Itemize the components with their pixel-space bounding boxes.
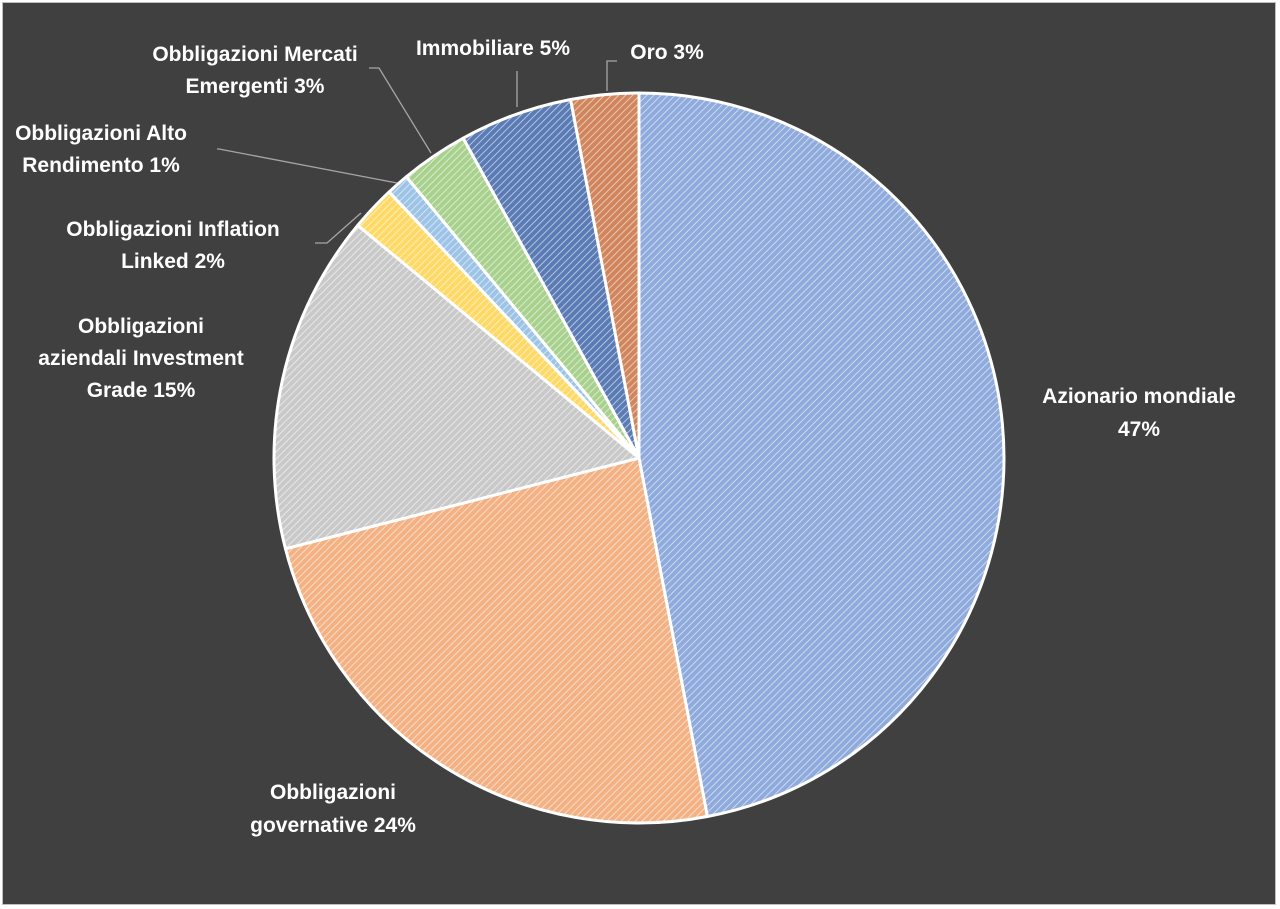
slice-label-azionario-mondiale: Azionario mondiale 47% <box>1042 385 1236 441</box>
slice-label-obbligazioni-mercati-emergenti: Obbligazioni Mercati Emergenti 3% <box>152 43 357 98</box>
leader-lines <box>217 60 617 244</box>
leader-line-obbligazioni-alto-rendimento <box>217 148 398 184</box>
slice-labels: Azionario mondiale 47% Obbligazioni governa… <box>15 37 1236 837</box>
pie-slice-azionario-mondiale <box>637 91 1006 819</box>
pie-slice-obbligazioni-aziendali-investment-grade <box>272 223 641 551</box>
pie-slices <box>272 91 1006 825</box>
pie-chart: Azionario mondiale 47% Obbligazioni governa… <box>15 37 1236 837</box>
leader-line-obbligazioni-mercati-emergenti <box>369 67 432 154</box>
slice-label-obbligazioni-aziendali-investment-grade: Obbligazioni aziendali Investment Grade 15… <box>38 315 243 402</box>
slice-label-obbligazioni-governative: Obbligazioni governative 24% <box>250 781 416 837</box>
pie-slice-oro <box>569 91 641 460</box>
leader-line-oro <box>606 60 617 91</box>
slice-label-obbligazioni-inflation-linked: Obbligazioni Inflation Linked 2% <box>66 218 279 273</box>
pie-slice-obbligazioni-governative <box>283 456 709 825</box>
slice-label-obbligazioni-alto-rendimento: Obbligazioni Alto Rendimento 1% <box>15 122 187 177</box>
slice-label-immobiliare: Immobiliare 5% <box>416 37 570 60</box>
slice-label-oro: Oro 3% <box>630 41 704 64</box>
leader-line-obbligazioni-inflation-linked <box>315 212 362 244</box>
